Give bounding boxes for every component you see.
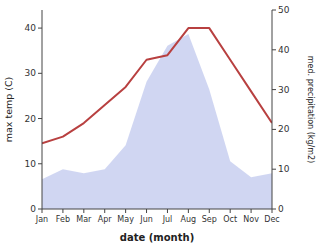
y2-tick-label: 40 (278, 45, 290, 55)
x-tick (62, 209, 63, 213)
y-tick-label: 40 (25, 23, 37, 33)
y-axis-line (42, 10, 43, 209)
y-tick-label: 0 (30, 204, 36, 214)
x-tick (167, 209, 168, 213)
y2-axis-label: med. precipitation (kg/m2) (306, 56, 315, 163)
x-tick-label: Aug (181, 215, 197, 224)
y-axis-label: max temp (C) (3, 77, 14, 143)
x-tick (83, 209, 84, 213)
y2-tick (272, 169, 276, 170)
y-tick (38, 163, 42, 164)
x-tick-label: Jan (35, 215, 48, 224)
y-tick (38, 118, 42, 119)
y2-tick-label: 20 (278, 124, 290, 134)
x-tick (146, 209, 147, 213)
x-tick-label: Oct (223, 215, 237, 224)
plot-area (42, 28, 272, 209)
x-tick (209, 209, 210, 213)
x-tick (272, 209, 273, 213)
y-tick-label: 20 (25, 114, 37, 124)
x-tick (104, 209, 105, 213)
temperature-line (42, 28, 272, 143)
precipitation-area (42, 34, 272, 209)
x-tick-label: Sep (202, 215, 217, 224)
y-tick (38, 73, 42, 74)
y-tick-label: 30 (25, 68, 37, 78)
x-tick-label: May (117, 215, 134, 224)
x-tick-label: Feb (56, 215, 70, 224)
x-tick (125, 209, 126, 213)
y2-tick (272, 49, 276, 50)
y2-tick-label: 0 (278, 204, 284, 214)
x-axis-label: date (month) (120, 232, 194, 243)
y2-tick (272, 89, 276, 90)
y2-tick-label: 30 (278, 85, 290, 95)
x-tick-label: Jul (162, 215, 173, 224)
x-axis-line (42, 209, 272, 210)
y2-axis-line (272, 10, 273, 209)
y-tick (38, 28, 42, 29)
x-tick-label: Apr (98, 215, 113, 224)
x-tick-label: Dec (264, 215, 279, 224)
x-tick (230, 209, 231, 213)
y-tick (38, 209, 42, 210)
y2-tick-label: 50 (278, 5, 290, 15)
y2-tick (272, 10, 276, 11)
x-tick (188, 209, 189, 213)
x-tick-label: Mar (76, 215, 92, 224)
y-tick-label: 10 (25, 159, 37, 169)
chart: 0 10 20 30 40 0 10 20 30 40 50 Jan Feb Mar Apr May Jun Ju… (0, 0, 318, 247)
y2-tick-label: 10 (278, 164, 290, 174)
x-tick (251, 209, 252, 213)
y2-tick (272, 209, 276, 210)
x-tick-label: Jun (139, 215, 153, 224)
y2-tick (272, 129, 276, 130)
x-tick-label: Nov (243, 215, 259, 224)
x-tick (42, 209, 43, 213)
